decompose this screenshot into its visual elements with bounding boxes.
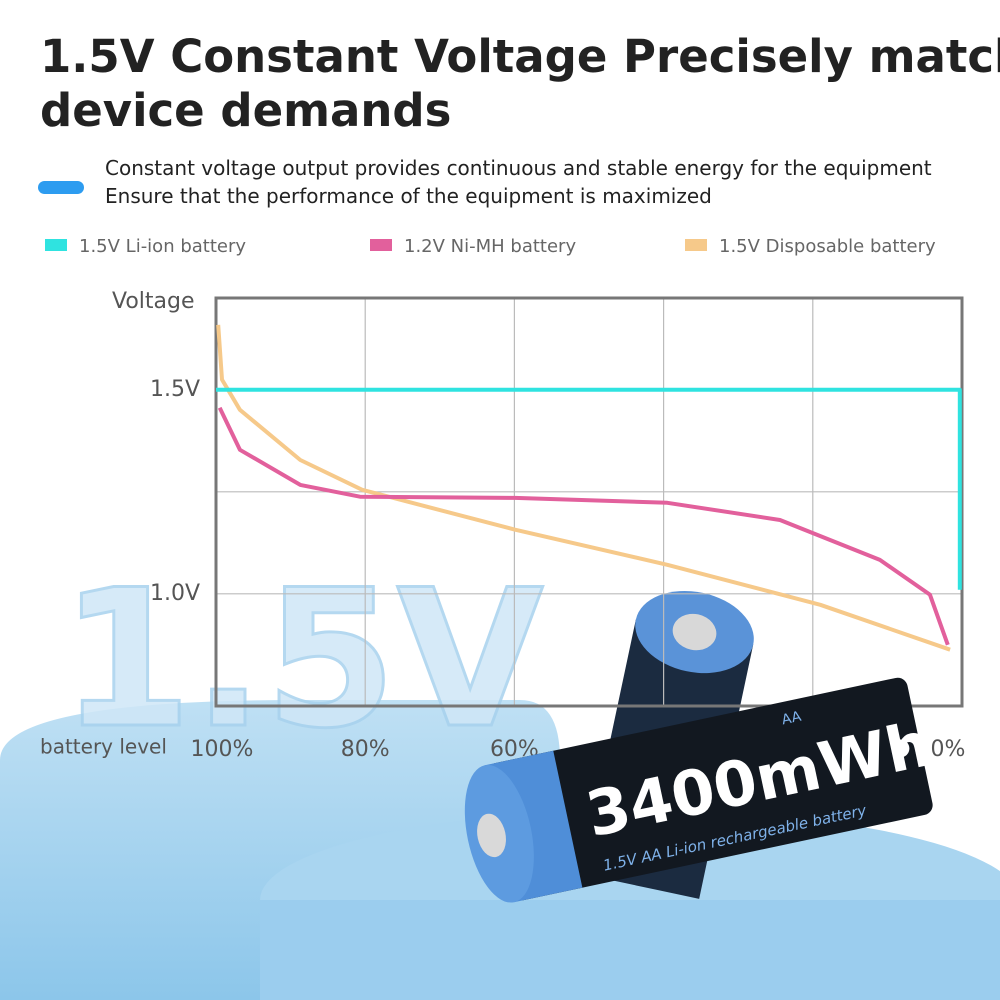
description: Ensure that the performance of the equip… bbox=[105, 184, 712, 208]
legend-label: 1.5V Li-ion battery bbox=[79, 236, 246, 257]
legend-label: 1.2V Ni-MH battery bbox=[404, 236, 576, 257]
line-series bbox=[217, 406, 950, 646]
x-tick-label: 80% bbox=[341, 737, 390, 762]
plot-frame bbox=[214, 296, 964, 708]
legend-swatch bbox=[685, 239, 707, 251]
big-text: 1.5V bbox=[60, 549, 544, 770]
description: Constant voltage output provides continu… bbox=[105, 156, 932, 180]
legend-label: 1.5V Disposable battery bbox=[719, 236, 936, 257]
y-tick-label: 1.5V bbox=[150, 377, 200, 402]
chart: 1.5V Li-ion battery 1.2V Ni-MH battery 1.5… bbox=[40, 236, 965, 762]
x-axis-label: battery level bbox=[40, 735, 167, 759]
y-axis-label: Voltage bbox=[112, 289, 195, 314]
battery-size: AA bbox=[780, 709, 803, 729]
y-tick-label: 1.0V bbox=[150, 581, 200, 606]
heading: device demands bbox=[40, 84, 451, 137]
line-series bbox=[216, 387, 962, 590]
bullet bbox=[38, 181, 84, 194]
legend-swatch bbox=[370, 239, 392, 251]
heading: 1.5V Constant Voltage Precisely match(es… bbox=[40, 30, 1000, 83]
legend-swatch bbox=[45, 239, 67, 251]
x-tick-label: 0% bbox=[931, 737, 966, 762]
x-tick-label: 100% bbox=[191, 737, 254, 762]
